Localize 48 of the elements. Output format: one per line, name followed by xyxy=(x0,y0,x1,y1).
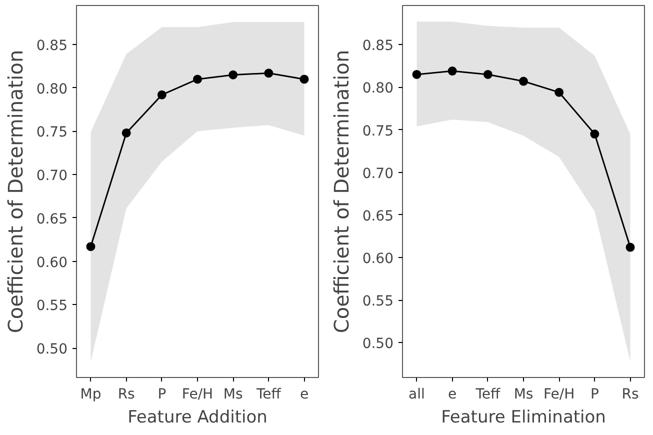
point xyxy=(157,90,166,100)
x-tick-label: e xyxy=(448,386,457,402)
x-tick-label: Ms xyxy=(514,386,534,402)
x-tick-label: P xyxy=(590,386,599,402)
x-tick-label: Rs xyxy=(622,386,639,402)
point xyxy=(590,130,600,139)
y-tick-label: 0.80 xyxy=(362,80,394,97)
x-tick-label: Mp xyxy=(80,386,102,402)
y-tick-label: 0.50 xyxy=(362,336,394,352)
x-tick-label: all xyxy=(408,386,425,402)
point xyxy=(483,70,492,79)
point xyxy=(626,242,635,252)
point xyxy=(122,128,131,138)
y-axis-title: Coefficient of Determination xyxy=(329,50,354,334)
point xyxy=(86,242,96,252)
y-tick-label: 0.85 xyxy=(362,38,394,54)
y-tick-label: 0.85 xyxy=(36,38,68,54)
y-tick-label: 0.65 xyxy=(36,211,68,228)
point xyxy=(554,88,564,97)
y-axis-title: Coefficient of Determination xyxy=(3,50,28,334)
y-tick-label: 0.50 xyxy=(36,342,68,358)
x-tick-label: Rs xyxy=(118,386,135,402)
y-tick-label: 0.60 xyxy=(362,250,394,267)
x-tick-label: Teff xyxy=(474,386,500,402)
y-tick-label: 0.75 xyxy=(36,124,68,141)
x-tick-label: P xyxy=(158,386,166,402)
point xyxy=(448,66,457,76)
x-tick-label: Ms xyxy=(223,386,243,402)
y-tick-label: 0.55 xyxy=(362,294,394,310)
point xyxy=(264,68,274,78)
x-tick-label: e xyxy=(300,386,309,402)
y-tick-label: 0.80 xyxy=(36,81,68,98)
y-tick-label: 0.70 xyxy=(36,168,68,184)
point xyxy=(519,76,528,86)
x-tick-label: Fe/H xyxy=(544,386,575,402)
x-axis-title: Feature Addition xyxy=(128,408,268,428)
point xyxy=(300,74,309,84)
x-tick-label: Teff xyxy=(255,386,282,402)
y-tick-label: 0.75 xyxy=(362,123,394,140)
x-tick-label: Fe/H xyxy=(182,386,214,402)
y-tick-label: 0.55 xyxy=(36,298,68,314)
y-tick-label: 0.70 xyxy=(362,166,394,182)
point xyxy=(412,70,422,79)
point xyxy=(228,70,238,80)
y-tick-label: 0.60 xyxy=(36,254,68,271)
x-axis-title: Feature Elimination xyxy=(441,408,606,428)
point xyxy=(193,74,202,84)
y-tick-label: 0.65 xyxy=(362,208,394,224)
